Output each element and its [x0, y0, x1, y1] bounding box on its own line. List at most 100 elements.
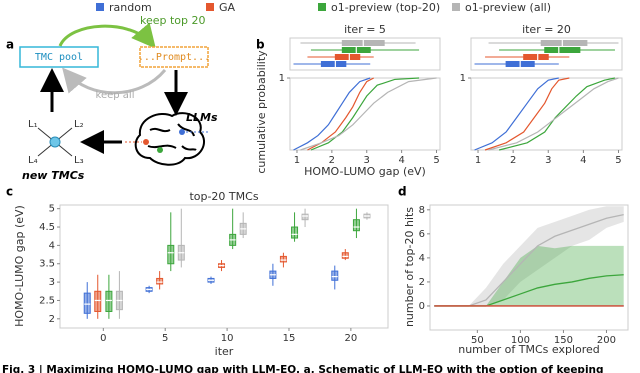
cdf-line — [498, 77, 616, 151]
x-tick-label: 1 — [294, 155, 300, 166]
y-tick-label: 3 — [49, 277, 55, 288]
x-tick-label: 3 — [545, 155, 551, 166]
box — [279, 255, 287, 263]
box — [341, 252, 349, 259]
y-axis-label: cumulative probability — [255, 50, 268, 174]
prompt-box — [139, 46, 209, 68]
legend-swatch — [96, 3, 104, 11]
x-tick-label: 3 — [364, 155, 370, 166]
cdf-line — [300, 77, 437, 151]
x-tick-label: 100 — [511, 335, 530, 346]
cdf-line — [310, 77, 420, 151]
y-tick-label: 2.5 — [39, 295, 55, 306]
panel-letter: a — [6, 38, 14, 52]
chart-title: top-20 TMCs — [189, 190, 258, 203]
box — [167, 244, 175, 265]
box — [105, 290, 113, 312]
x-tick-label: 4 — [398, 155, 404, 166]
x-tick-label: 15 — [283, 333, 296, 344]
chart-title: iter = 20 — [522, 23, 571, 36]
y-tick-label: 2 — [49, 314, 55, 325]
y-axis-label: HOMO-LUMO gap (eV) — [13, 205, 26, 327]
box — [94, 290, 102, 312]
x-tick-label: 1 — [475, 155, 481, 166]
x-axis-label: iter — [215, 345, 234, 358]
keep-all-label: keep all — [96, 90, 135, 101]
box — [540, 40, 588, 46]
legend-label: o1-preview (top-20) — [331, 1, 440, 14]
x-tick-label: 10 — [221, 333, 234, 344]
cdf-line — [474, 77, 559, 151]
plot-frame — [470, 77, 623, 151]
panel-a: a keep top 20 TMC pool ...Prompt... keep… — [6, 14, 218, 182]
x-tick-label: 5 — [615, 155, 621, 166]
node — [157, 147, 163, 153]
x-axis-label: HOMO-LUMO gap (eV) — [304, 165, 426, 178]
tmc-pool-label: TMC pool — [35, 52, 83, 63]
y-tick-label: 8 — [419, 205, 425, 216]
y-tick-label: 0 — [419, 301, 425, 312]
box — [83, 292, 91, 314]
ligand-label: L₂ — [74, 119, 84, 130]
metal-center — [49, 136, 61, 148]
box — [301, 213, 309, 221]
legend-swatch — [452, 3, 460, 11]
legend-label: random — [109, 1, 152, 14]
node — [179, 129, 185, 135]
x-tick-label: 150 — [554, 335, 573, 346]
legend-swatch — [318, 3, 326, 11]
keep-top-label: keep top 20 — [140, 14, 206, 27]
tmc-pool-box — [19, 46, 99, 68]
cdf-line — [293, 77, 371, 151]
x-tick-label: 200 — [597, 335, 616, 346]
chart-title: iter = 5 — [344, 23, 386, 36]
box-frame — [470, 37, 623, 71]
band — [434, 206, 624, 306]
band — [434, 245, 624, 306]
cdf-line — [488, 77, 619, 151]
cdf-line — [307, 77, 374, 151]
keep-all-arrow — [62, 67, 167, 95]
panel-letter: c — [6, 185, 13, 199]
box — [320, 61, 347, 67]
box — [544, 47, 581, 53]
y-tick-label: 6 — [419, 229, 425, 240]
legend-label: o1-preview (all) — [465, 1, 551, 14]
x-tick-label: 0 — [100, 333, 106, 344]
node — [143, 139, 149, 145]
x-tick-label: 20 — [345, 333, 358, 344]
box — [523, 54, 549, 60]
x-tick-label: 5 — [433, 155, 439, 166]
y-tick-label: 4 — [49, 240, 55, 251]
plot-frame — [289, 77, 441, 151]
y-tick-label: 3.5 — [39, 259, 55, 270]
box — [331, 270, 339, 281]
ligand-label: L₃ — [74, 155, 84, 166]
llms-label: LLMs — [186, 111, 218, 124]
y-tick-label: 5 — [49, 204, 55, 215]
brain-icon — [134, 112, 205, 166]
ligand-label: L₁ — [28, 119, 38, 130]
legend-label: GA — [219, 1, 236, 14]
y-tick-label: 1 — [460, 73, 466, 84]
box — [156, 277, 164, 285]
box — [291, 226, 299, 239]
box — [334, 54, 361, 60]
panel-letter: b — [256, 38, 265, 52]
box-frame — [289, 37, 441, 71]
plot-frame — [59, 204, 389, 329]
x-tick-label: 5 — [162, 333, 168, 344]
x-tick-label: 2 — [329, 155, 335, 166]
x-tick-label: 4 — [580, 155, 586, 166]
x-tick-label: 2 — [510, 155, 516, 166]
plot-frame — [429, 204, 629, 331]
box — [352, 219, 360, 232]
y-tick-label: 1 — [279, 73, 285, 84]
legend-swatch — [206, 3, 214, 11]
x-axis-label: number of TMCs explored — [458, 343, 600, 356]
y-axis-label: number of top-20 hits — [403, 207, 416, 327]
cdf-line — [484, 77, 570, 151]
x-tick-label: 50 — [471, 335, 484, 346]
y-tick-label: 4.5 — [39, 222, 55, 233]
